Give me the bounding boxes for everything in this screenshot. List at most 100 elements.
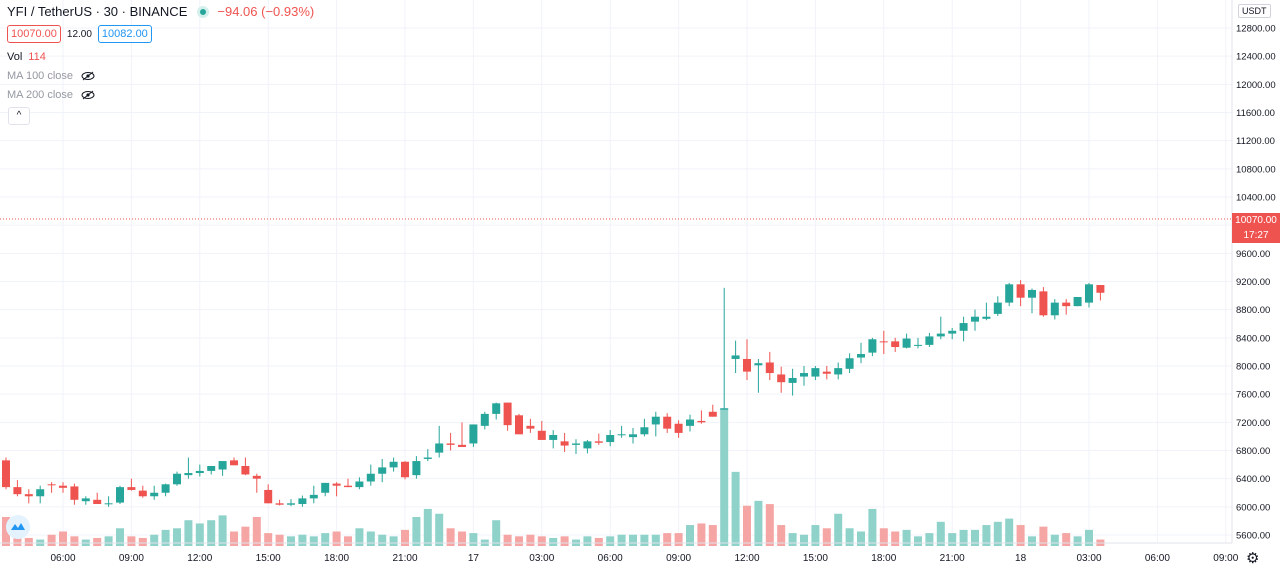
candle[interactable]	[788, 368, 797, 396]
candle[interactable]	[150, 485, 159, 500]
candle[interactable]	[298, 495, 307, 507]
symbol-title[interactable]: YFI / TetherUS · 30 · BINANCE	[7, 4, 188, 19]
candle[interactable]	[503, 402, 512, 431]
candle[interactable]	[70, 483, 79, 505]
candle[interactable]	[754, 358, 763, 393]
candle[interactable]	[674, 420, 683, 438]
candle[interactable]	[697, 410, 706, 424]
candle[interactable]	[344, 478, 352, 488]
candle[interactable]	[59, 482, 67, 493]
candle[interactable]	[309, 485, 318, 504]
candle[interactable]	[663, 413, 672, 433]
candle[interactable]	[458, 422, 466, 447]
candle[interactable]	[891, 337, 900, 352]
ma200-indicator[interactable]: MA 200 close	[7, 89, 95, 101]
candle[interactable]	[515, 413, 523, 435]
volume-indicator[interactable]: Vol 114	[7, 51, 46, 63]
candle[interactable]	[1050, 299, 1059, 320]
candle[interactable]	[173, 471, 181, 486]
candle[interactable]	[1062, 299, 1071, 315]
buy-button[interactable]: 10082.00	[97, 25, 152, 43]
candle[interactable]	[24, 489, 33, 504]
candle[interactable]	[537, 420, 546, 440]
candle[interactable]	[366, 464, 375, 486]
candle[interactable]	[777, 366, 786, 393]
candle[interactable]	[184, 457, 193, 479]
candle[interactable]	[1073, 296, 1082, 307]
candle[interactable]	[218, 461, 227, 476]
candle[interactable]	[480, 411, 489, 430]
candle[interactable]	[332, 482, 341, 497]
candle[interactable]	[914, 337, 922, 349]
candle[interactable]	[195, 464, 204, 477]
candle[interactable]	[230, 457, 238, 466]
candle[interactable]	[743, 339, 751, 381]
candle[interactable]	[982, 302, 991, 321]
candle[interactable]	[435, 425, 444, 458]
candle[interactable]	[127, 478, 136, 491]
candle[interactable]	[879, 330, 888, 355]
candle[interactable]	[811, 366, 820, 381]
candle[interactable]	[583, 439, 592, 454]
currency-unit[interactable]: USDT	[1238, 4, 1271, 18]
candle[interactable]	[104, 496, 113, 507]
candle[interactable]	[720, 287, 729, 410]
candle[interactable]	[971, 309, 979, 331]
hidden-eye-icon[interactable]	[81, 90, 95, 100]
candle[interactable]	[252, 473, 261, 493]
candle[interactable]	[47, 482, 56, 493]
candle[interactable]	[1028, 288, 1036, 314]
candle[interactable]	[401, 461, 409, 480]
candle[interactable]	[629, 427, 637, 444]
candle[interactable]	[686, 414, 694, 432]
candle[interactable]	[708, 404, 717, 417]
candle[interactable]	[446, 432, 455, 451]
hidden-eye-icon[interactable]	[81, 71, 95, 81]
candle[interactable]	[355, 477, 364, 490]
candle[interactable]	[275, 499, 284, 506]
candle[interactable]	[1096, 285, 1105, 301]
candle[interactable]	[572, 439, 580, 455]
candle[interactable]	[321, 482, 330, 497]
candle[interactable]	[617, 425, 626, 438]
candle[interactable]	[207, 465, 216, 475]
candle[interactable]	[1016, 280, 1025, 307]
candle[interactable]	[264, 484, 273, 504]
candle[interactable]	[936, 316, 945, 340]
candle[interactable]	[925, 332, 934, 347]
candle[interactable]	[868, 337, 877, 357]
collapse-legend-button[interactable]: ^	[8, 107, 30, 125]
candle[interactable]	[651, 411, 660, 437]
candle[interactable]	[1085, 282, 1093, 308]
candle[interactable]	[594, 433, 603, 445]
candle[interactable]	[845, 353, 854, 374]
candle[interactable]	[640, 418, 649, 437]
candle[interactable]	[138, 485, 147, 498]
gear-icon[interactable]: ⚙	[1246, 550, 1260, 567]
candle[interactable]	[526, 418, 535, 433]
candle[interactable]	[902, 333, 911, 349]
candle[interactable]	[765, 351, 774, 381]
candle[interactable]	[857, 342, 865, 364]
candle[interactable]	[731, 340, 740, 374]
candle[interactable]	[116, 485, 124, 505]
candle[interactable]	[834, 362, 843, 380]
candle[interactable]	[2, 457, 10, 490]
sell-button[interactable]: 10070.00	[7, 25, 61, 43]
candle[interactable]	[560, 432, 569, 452]
candle[interactable]	[822, 366, 831, 380]
candle[interactable]	[287, 499, 295, 507]
candle[interactable]	[93, 492, 102, 505]
candle[interactable]	[13, 480, 22, 497]
candle[interactable]	[389, 457, 398, 472]
candle[interactable]	[81, 496, 90, 505]
candle[interactable]	[1039, 287, 1048, 317]
candle[interactable]	[993, 296, 1002, 317]
ma100-indicator[interactable]: MA 100 close	[7, 70, 95, 82]
candle[interactable]	[800, 366, 808, 386]
candle[interactable]	[241, 457, 250, 476]
candle[interactable]	[161, 483, 170, 497]
tradingview-logo-icon[interactable]	[6, 515, 30, 539]
candle[interactable]	[412, 456, 421, 479]
